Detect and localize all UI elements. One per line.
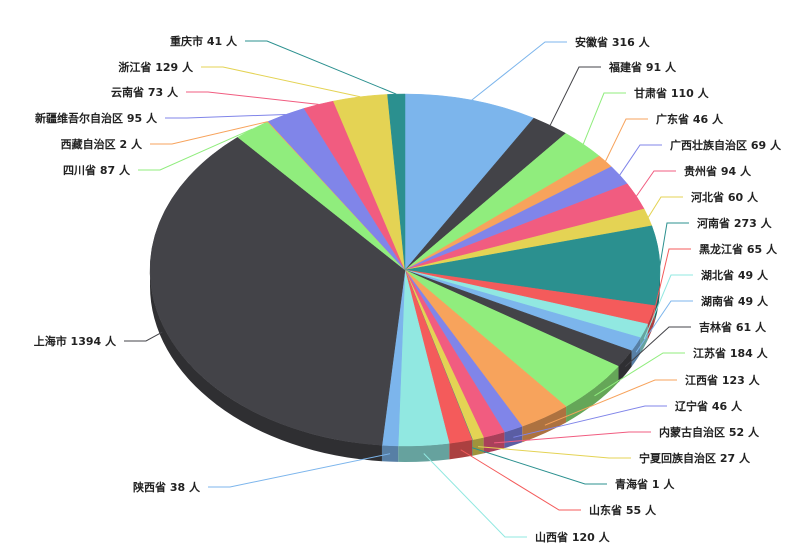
label-connector bbox=[636, 170, 676, 197]
label-connector bbox=[659, 222, 689, 266]
slice-label: 内蒙古自治区 52 人 bbox=[659, 425, 760, 439]
pie-slice-side bbox=[449, 439, 473, 460]
pie-slice-side bbox=[566, 366, 619, 423]
label-connector bbox=[245, 40, 397, 95]
slice-label: 江西省 123 人 bbox=[685, 373, 761, 387]
slice-label: 山东省 55 人 bbox=[589, 503, 657, 517]
label-connector bbox=[472, 447, 607, 485]
label-connector bbox=[460, 449, 581, 511]
slice-label: 青海省 1 人 bbox=[615, 477, 675, 491]
label-connector bbox=[619, 144, 662, 176]
slice-label: 辽宁省 46 人 bbox=[675, 399, 743, 413]
slice-label: 河南省 273 人 bbox=[697, 216, 773, 230]
slice-label: 重庆市 41 人 bbox=[170, 34, 238, 48]
label-connector bbox=[423, 453, 527, 538]
slice-label: 安徽省 316 人 bbox=[575, 35, 651, 49]
slice-label: 甘肃省 110 人 bbox=[634, 86, 710, 100]
slice-label: 广东省 46 人 bbox=[656, 112, 724, 126]
pie-slice[interactable] bbox=[149, 136, 406, 446]
label-connector bbox=[513, 405, 667, 438]
label-connector bbox=[165, 113, 286, 119]
slice-label: 吉林省 61 人 bbox=[699, 320, 767, 334]
label-connector bbox=[150, 121, 268, 145]
slice-label: 西藏自治区 2 人 bbox=[61, 137, 143, 151]
slice-label: 贵州省 94 人 bbox=[684, 164, 752, 178]
slice-label: 黑龙江省 65 人 bbox=[699, 242, 778, 256]
label-connector bbox=[494, 431, 651, 444]
slice-label: 福建省 91 人 bbox=[608, 60, 677, 74]
pie-top-layer bbox=[149, 93, 661, 447]
label-connector bbox=[647, 196, 683, 218]
slice-label: 四川省 87 人 bbox=[63, 163, 131, 177]
label-connector bbox=[186, 91, 319, 105]
slice-label: 江苏省 184 人 bbox=[693, 346, 769, 360]
label-connector bbox=[471, 41, 567, 101]
label-connector bbox=[544, 379, 677, 426]
slice-label: 上海市 1394 人 bbox=[34, 334, 117, 348]
slice-label: 宁夏回族自治区 27 人 bbox=[639, 451, 751, 465]
label-connector bbox=[208, 453, 391, 488]
label-connector bbox=[124, 331, 163, 342]
label-connector bbox=[582, 92, 626, 145]
slice-label: 河北省 60 人 bbox=[691, 190, 759, 204]
pie-slice-side bbox=[381, 445, 399, 462]
slice-label: 浙江省 129 人 bbox=[118, 60, 194, 74]
slice-label: 广西壮族自治区 69 人 bbox=[670, 138, 782, 152]
slice-label: 湖南省 49 人 bbox=[701, 294, 769, 308]
pie-slice-side bbox=[150, 270, 382, 462]
slice-label: 湖北省 49 人 bbox=[701, 268, 769, 282]
label-connector bbox=[643, 274, 693, 340]
pie-slice[interactable] bbox=[404, 93, 535, 271]
pie-side-layer bbox=[150, 270, 660, 462]
connector-layer bbox=[124, 40, 693, 538]
label-connector bbox=[478, 446, 631, 459]
slice-label: 新疆维吾尔自治区 95 人 bbox=[35, 111, 158, 125]
pie-slice-side bbox=[522, 406, 567, 443]
label-connector bbox=[605, 118, 648, 162]
label-connector bbox=[549, 66, 601, 126]
pie-slice-side bbox=[472, 437, 484, 456]
label-connector bbox=[651, 248, 691, 324]
label-connector bbox=[201, 66, 361, 98]
label-connector bbox=[594, 352, 685, 397]
slice-label: 云南省 73 人 bbox=[111, 85, 179, 99]
label-connector bbox=[138, 128, 253, 171]
label-connector bbox=[635, 300, 693, 353]
slice-label: 陕西省 38 人 bbox=[133, 480, 201, 494]
pie-slice[interactable] bbox=[404, 225, 661, 306]
pie-slice-side bbox=[640, 324, 648, 354]
pie-slice-side bbox=[504, 426, 523, 449]
pie-slice-side bbox=[398, 443, 450, 462]
slice-label: 山西省 120 人 bbox=[535, 530, 611, 544]
pie-slice-side bbox=[618, 350, 632, 383]
label-connector bbox=[624, 326, 691, 368]
